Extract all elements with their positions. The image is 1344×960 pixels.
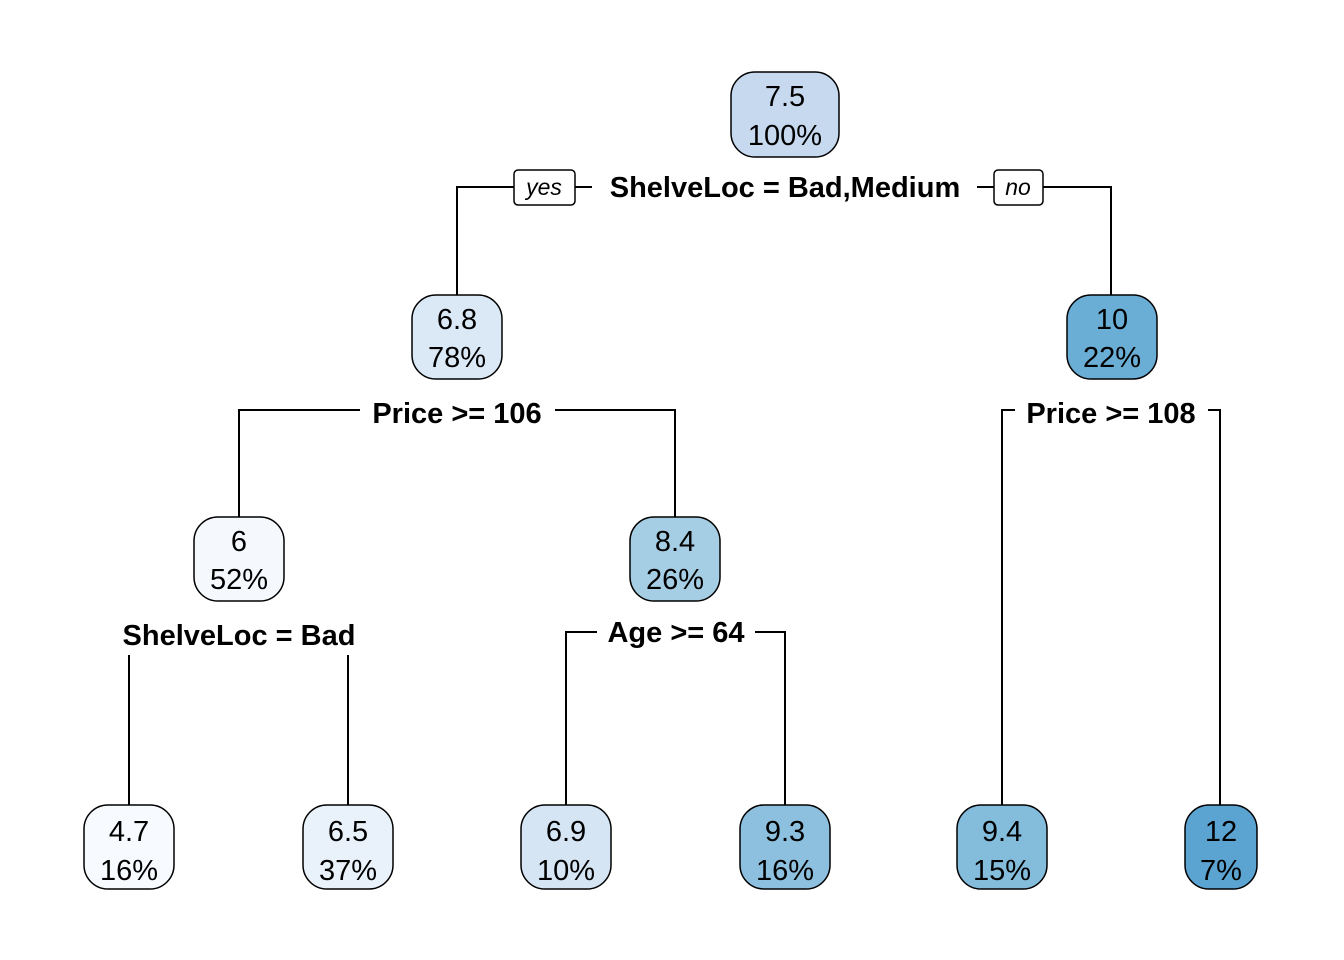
node-value: 7.5	[765, 81, 805, 113]
tree-leaf-1: 4.7 16%	[83, 804, 175, 890]
node-value: 6.5	[328, 816, 368, 848]
node-box	[302, 804, 394, 890]
node-box	[629, 516, 721, 602]
node-box	[411, 294, 503, 380]
tree-node-root: 7.5 100%	[730, 71, 840, 158]
tree-leaf-2: 6.5 37%	[302, 804, 394, 890]
node-box	[1066, 294, 1158, 380]
edge-lr-left	[565, 631, 597, 805]
node-value: 9.4	[982, 816, 1022, 848]
edge-root-left	[456, 186, 515, 295]
node-percent: 22%	[1083, 342, 1141, 374]
node-box	[83, 804, 175, 890]
tree-edges	[128, 186, 1221, 805]
tree-leaf-4: 9.3 16%	[739, 804, 831, 890]
node-percent: 100%	[748, 120, 822, 152]
branch-label-yes-text: yes	[524, 174, 562, 200]
node-value: 8.4	[655, 526, 695, 558]
tree-leaf-3: 6.9 10%	[520, 804, 612, 890]
node-value: 9.3	[765, 816, 805, 848]
tree-leaf-5: 9.4 15%	[956, 804, 1048, 890]
edge-left-right	[555, 409, 676, 517]
node-percent: 7%	[1200, 855, 1242, 887]
split-label-left-left: ShelveLoc = Bad	[123, 620, 356, 652]
tree-node-left-right: 8.4 26%	[629, 516, 721, 602]
node-box	[730, 71, 840, 158]
tree-node-left: 6.8 78%	[411, 294, 503, 380]
node-box	[739, 804, 831, 890]
edge-root-right	[1042, 186, 1112, 295]
node-box	[1184, 804, 1258, 890]
split-label-left-right: Age >= 64	[607, 617, 744, 649]
branch-label-no: no	[993, 169, 1044, 206]
branch-label-yes: yes	[513, 169, 576, 206]
tree-node-left-left: 6 52%	[193, 516, 285, 602]
node-box	[520, 804, 612, 890]
node-percent: 52%	[210, 564, 268, 596]
node-value: 6.8	[437, 304, 477, 336]
edge-left-left	[238, 409, 360, 517]
node-value: 4.7	[109, 816, 149, 848]
node-percent: 16%	[756, 855, 814, 887]
node-percent: 15%	[973, 855, 1031, 887]
edge-right-right	[1208, 409, 1221, 805]
node-value: 6.9	[546, 816, 586, 848]
split-label-root: ShelveLoc = Bad,Medium	[610, 172, 961, 204]
node-value: 10	[1096, 304, 1128, 336]
node-percent: 26%	[646, 564, 704, 596]
edge-right-left	[1001, 409, 1015, 805]
split-label-left: Price >= 106	[372, 398, 541, 430]
node-percent: 78%	[428, 342, 486, 374]
tree-leaf-6: 12 7%	[1184, 804, 1258, 890]
branch-label-no-text: no	[1005, 174, 1031, 200]
node-box	[193, 516, 285, 602]
split-label-right: Price >= 108	[1026, 398, 1195, 430]
node-value: 6	[231, 526, 247, 558]
node-percent: 16%	[100, 855, 158, 887]
node-box	[956, 804, 1048, 890]
tree-node-right: 10 22%	[1066, 294, 1158, 380]
node-percent: 37%	[319, 855, 377, 887]
node-value: 12	[1205, 816, 1237, 848]
node-percent: 10%	[537, 855, 595, 887]
edge-lr-right	[755, 631, 786, 805]
